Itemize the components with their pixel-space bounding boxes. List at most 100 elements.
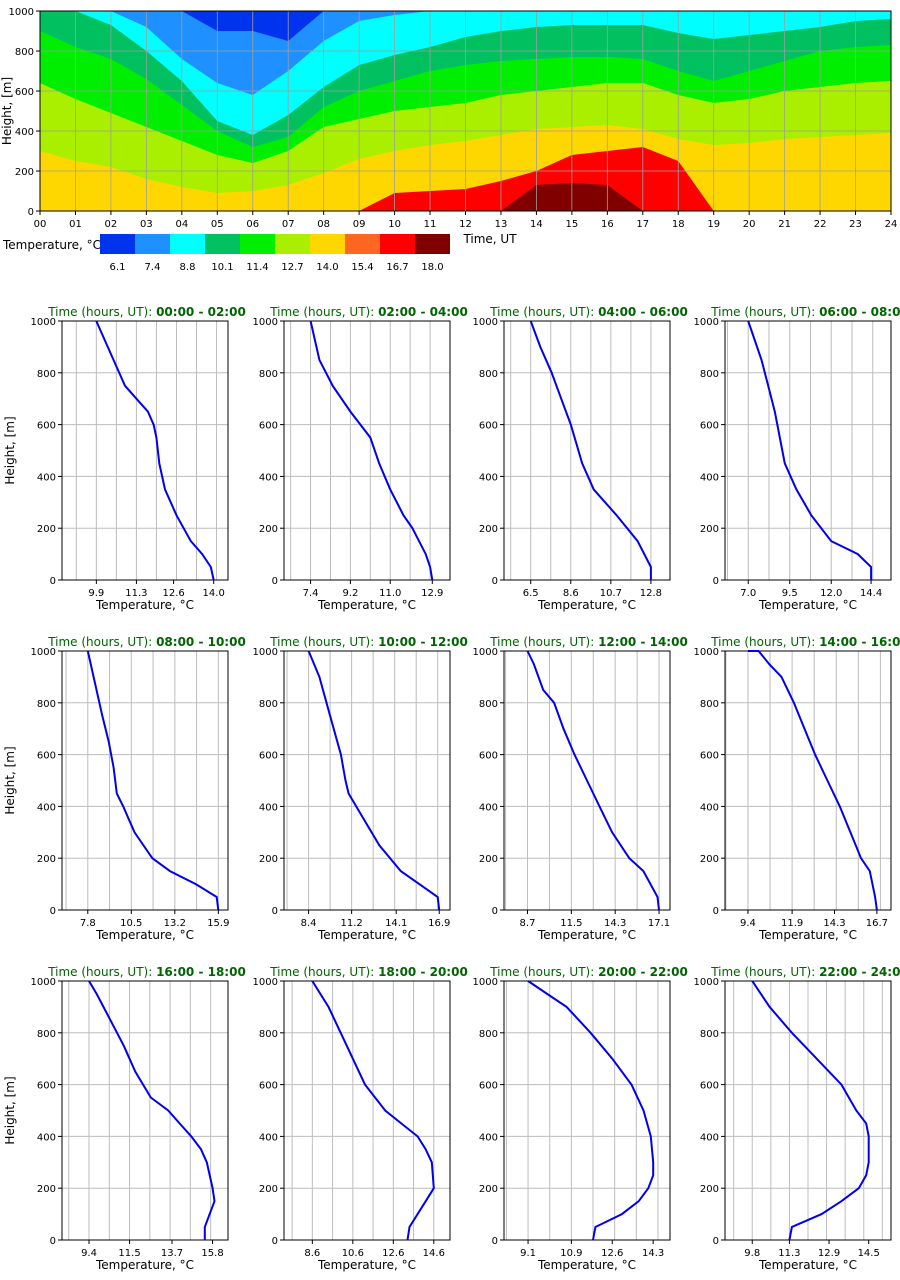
profile-panel-7: Time (hours, UT): 12:00 - 14:00 0 200 400 60… — [473, 635, 688, 942]
profile-ytick-label: 0 — [50, 906, 56, 917]
profile-ytick-label: 600 — [700, 751, 719, 762]
profile-xtick-label: 12.9 — [421, 588, 443, 599]
profile-xtick-label: 12.0 — [820, 588, 842, 599]
colorbar-swatch — [345, 234, 380, 254]
profile-frame — [61, 650, 229, 911]
profile-ytick-label: 800 — [259, 699, 278, 710]
profile-title: Time (hours, UT): 22:00 - 24:00 — [710, 965, 900, 979]
heatmap-ylabel: Height, [m] — [0, 77, 14, 145]
profile-ytick-label: 600 — [37, 421, 56, 432]
profile-title: Time (hours, UT): 04:00 - 06:00 — [489, 305, 688, 319]
heatmap-xtick-label: 08 — [317, 219, 330, 230]
profile-title-range: 16:00 - 18:00 — [156, 965, 246, 979]
profile-line — [95, 320, 215, 581]
profile-ytick-label: 1000 — [31, 647, 56, 658]
profile-title-prefix: Time (hours, UT): — [710, 965, 819, 979]
profile-frame — [724, 320, 892, 581]
profile-ytick-label: 200 — [479, 854, 498, 865]
profile-title: Time (hours, UT): 12:00 - 14:00 — [489, 635, 688, 649]
colorbar-swatch — [275, 234, 310, 254]
profile-ytick-label: 1000 — [473, 647, 498, 658]
profile-title-prefix: Time (hours, UT): — [269, 965, 378, 979]
heatmap-ytick-label: 1000 — [9, 7, 34, 18]
profile-title-prefix: Time (hours, UT): — [710, 305, 819, 319]
profile-xlabel: Temperature, °C — [758, 598, 857, 612]
profile-title-range: 20:00 - 22:00 — [598, 965, 688, 979]
profile-panel-12: Time (hours, UT): 22:00 - 24:00 0 200 400 60… — [694, 965, 900, 1272]
profile-title-range: 18:00 - 20:00 — [378, 965, 468, 979]
profile-ytick-label: 0 — [713, 906, 719, 917]
profile-line — [529, 320, 652, 580]
profile-panel-6: Time (hours, UT): 10:00 - 12:00 0 200 400 60… — [253, 635, 468, 942]
profile-title-prefix: Time (hours, UT): — [489, 635, 598, 649]
profile-xlabel: Temperature, °C — [537, 598, 636, 612]
profile-frame — [503, 320, 671, 581]
heatmap-xtick-label: 09 — [353, 219, 366, 230]
profile-ytick-label: 200 — [700, 1184, 719, 1195]
profile-xlabel: Temperature, °C — [95, 928, 194, 942]
colorbar-tick-label: 7.4 — [145, 262, 161, 273]
heatmap-ytick-label: 0 — [28, 207, 34, 218]
profile-title-range: 08:00 - 10:00 — [156, 635, 246, 649]
heatmap-xlabel: Time, UT — [462, 232, 517, 246]
profile-xtick-label: 13.7 — [161, 1248, 183, 1259]
profile-ytick-label: 800 — [479, 1029, 498, 1040]
profile-ytick-label: 600 — [37, 1081, 56, 1092]
profile-ytick-label: 200 — [37, 1184, 56, 1195]
heatmap-xtick-label: 14 — [530, 219, 543, 230]
profile-ytick-label: 600 — [259, 1081, 278, 1092]
profile-xtick-label: 9.4 — [81, 1248, 97, 1259]
profile-ytick-label: 600 — [700, 1081, 719, 1092]
profile-ytick-label: 800 — [700, 1029, 719, 1040]
profile-xlabel: Temperature, °C — [317, 598, 416, 612]
profile-ytick-label: 0 — [713, 576, 719, 587]
profile-ytick-label: 200 — [259, 1184, 278, 1195]
profile-line — [88, 980, 216, 1240]
profile-xtick-label: 9.9 — [88, 588, 104, 599]
profile-ytick-label: 0 — [50, 1236, 56, 1247]
profile-title-range: 06:00 - 08:00 — [819, 305, 900, 319]
heatmap-panel: 00 01 02 03 04 05 06 07 08 09 10 11 12 13 14 15 16 17 18 19… — [0, 7, 897, 246]
profile-ytick-label: 0 — [492, 576, 498, 587]
profile-ytick-label: 0 — [272, 576, 278, 587]
profile-title-prefix: Time (hours, UT): — [489, 965, 598, 979]
profile-ytick-label: 800 — [259, 369, 278, 380]
profile-panel-1: Time (hours, UT): 00:00 - 02:00 0 200 400 60… — [3, 305, 246, 612]
profile-ytick-label: 200 — [700, 854, 719, 865]
profile-title-prefix: Time (hours, UT): — [47, 965, 156, 979]
profile-frame — [724, 650, 892, 911]
heatmap-xtick-label: 07 — [282, 219, 295, 230]
colorbar-label: Temperature, °C — [2, 238, 101, 252]
colorbar-swatch — [240, 234, 275, 254]
profile-ylabel: Height, [m] — [3, 1076, 17, 1144]
profile-xlabel: Temperature, °C — [537, 928, 636, 942]
profile-ytick-label: 200 — [37, 854, 56, 865]
profile-xtick-label: 8.4 — [301, 918, 317, 929]
profile-xtick-label: 7.0 — [740, 588, 756, 599]
profile-ytick-label: 400 — [700, 1132, 719, 1143]
profile-frame — [283, 650, 451, 911]
profile-ytick-label: 0 — [272, 1236, 278, 1247]
profile-ytick-label: 800 — [37, 699, 56, 710]
profile-panel-3: Time (hours, UT): 04:00 - 06:00 0 200 400 60… — [473, 305, 688, 612]
profile-ytick-label: 0 — [272, 906, 278, 917]
profile-ytick-label: 200 — [700, 524, 719, 535]
profile-ytick-label: 400 — [259, 472, 278, 483]
profile-xtick-label: 15.8 — [201, 1248, 223, 1259]
heatmap-xtick-label: 05 — [211, 219, 224, 230]
profile-xtick-label: 17.1 — [648, 918, 670, 929]
profile-ytick-label: 400 — [37, 1132, 56, 1143]
profile-title-prefix: Time (hours, UT): — [269, 635, 378, 649]
profile-xtick-label: 9.4 — [740, 918, 756, 929]
colorbar-swatch — [310, 234, 345, 254]
profile-ytick-label: 0 — [713, 1236, 719, 1247]
heatmap-xtick-label: 12 — [459, 219, 472, 230]
heatmap-xtick-label: 22 — [814, 219, 827, 230]
profile-frame — [283, 320, 451, 581]
profile-ylabel: Height, [m] — [3, 416, 17, 484]
profile-title-range: 14:00 - 16:00 — [819, 635, 900, 649]
colorbar-swatch — [415, 234, 450, 254]
profile-xtick-label: 13.2 — [164, 918, 186, 929]
profile-xtick-label: 12.6 — [601, 1248, 623, 1259]
profile-title-range: 22:00 - 24:00 — [819, 965, 900, 979]
